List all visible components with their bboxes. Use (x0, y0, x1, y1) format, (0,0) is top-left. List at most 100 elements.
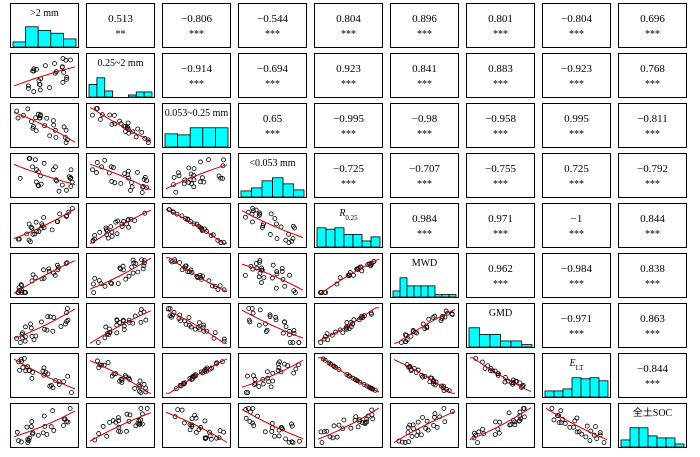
scatter-point (407, 422, 413, 428)
panel-frame-9-7 (466, 403, 535, 448)
panel-frame-4-1 (10, 153, 79, 198)
panel-frame-5-1 (10, 203, 79, 248)
scatter-point (177, 383, 183, 388)
scatter-point (65, 373, 71, 379)
panel-frame-3-6 (390, 103, 459, 148)
scatter-point (39, 319, 44, 325)
panel-frame-2-7 (466, 53, 535, 98)
scatter-point (250, 206, 256, 211)
fit-curve (165, 309, 228, 344)
scatter-point (173, 189, 179, 195)
scatter-point (124, 428, 129, 434)
scatter-point (171, 174, 177, 180)
panel-frame-6-3 (162, 253, 231, 298)
scatter-point (30, 430, 36, 436)
scatter-point (102, 335, 108, 341)
scatter-point (51, 315, 57, 320)
scatter-point (556, 420, 562, 425)
scatter-point (191, 166, 197, 172)
scatter-point (551, 417, 557, 423)
scatter-point (44, 115, 50, 121)
significance-mark: *** (645, 179, 660, 190)
scatter-point (297, 438, 302, 444)
scatter-point (23, 324, 28, 330)
scatter-point (257, 211, 263, 217)
panel-frame-9-6 (390, 403, 459, 448)
scatter-point (198, 425, 204, 430)
scatter-point (41, 160, 47, 166)
significance-mark: *** (645, 29, 660, 40)
histogram-bar (189, 127, 204, 148)
scatter-point (109, 233, 115, 239)
scatter-point (250, 219, 255, 225)
scatter-point (270, 262, 276, 268)
panel-frame-7-9 (618, 303, 687, 348)
scatter-point (102, 283, 108, 289)
scatter-point (182, 265, 188, 271)
scatter-point (506, 410, 512, 416)
correlation-value: 0.896 (412, 13, 437, 25)
scatter-point (371, 259, 377, 264)
scatter-point (579, 431, 585, 437)
scatter-point (251, 373, 256, 379)
scatter-point (207, 429, 212, 435)
scatter-point (29, 333, 35, 339)
scatter-point (126, 224, 132, 230)
scatter-point (200, 273, 206, 279)
scatter-point (369, 386, 375, 392)
histogram-bar (50, 32, 64, 48)
panel-frame-8-1 (10, 353, 79, 398)
scatter-point (67, 406, 73, 411)
panel-frame-7-5 (314, 303, 383, 348)
scatter-point (122, 171, 127, 177)
scatter-point (216, 435, 222, 441)
significance-mark: *** (569, 79, 584, 90)
scatter-point (481, 431, 487, 437)
scatter-point (50, 167, 56, 173)
significance-mark: *** (341, 29, 356, 40)
significance-mark: ** (116, 29, 126, 40)
scatter-point (20, 364, 26, 370)
scatter-point (40, 368, 46, 374)
panel-frame-6-1 (10, 253, 79, 298)
histogram-bar (214, 127, 229, 148)
scatter-point (256, 384, 262, 389)
scatter-point (41, 365, 47, 371)
scatter-point (216, 173, 222, 179)
histogram-bar (434, 294, 443, 298)
scatter-point (25, 106, 31, 112)
histogram-bar (361, 240, 372, 248)
significance-mark: *** (265, 79, 280, 90)
scatter-point (33, 333, 39, 339)
scatter-point (495, 371, 501, 377)
scatter-point (433, 379, 439, 385)
scatter-point (144, 406, 150, 411)
scatter-point (39, 221, 45, 227)
scatter-point (340, 330, 346, 336)
scatter-point (30, 272, 36, 278)
scatter-point (427, 379, 433, 385)
scatter-point (365, 262, 371, 268)
panel-frame-8-8 (542, 353, 611, 398)
scatter-point (196, 320, 202, 326)
scatter-point (260, 223, 266, 229)
scatter-point (141, 263, 147, 269)
scatter-point (94, 170, 99, 175)
histogram-bar (316, 227, 327, 248)
scatter-point (206, 157, 211, 163)
scatter-point (253, 261, 259, 266)
scatter-point (126, 418, 132, 424)
scatter-point (33, 128, 39, 134)
scatter-point (257, 307, 263, 313)
scatter-point (114, 231, 120, 237)
scatter-point (107, 112, 113, 118)
scatter-point (330, 435, 336, 441)
scatter-point (355, 424, 361, 430)
scatter-point (113, 219, 119, 225)
scatter-point (31, 89, 37, 94)
panel-frame-5-9 (618, 203, 687, 248)
scatter-point (120, 263, 126, 269)
panel-frame-7-8 (542, 303, 611, 348)
histogram-bar (293, 189, 305, 198)
scatter-point (289, 421, 294, 427)
